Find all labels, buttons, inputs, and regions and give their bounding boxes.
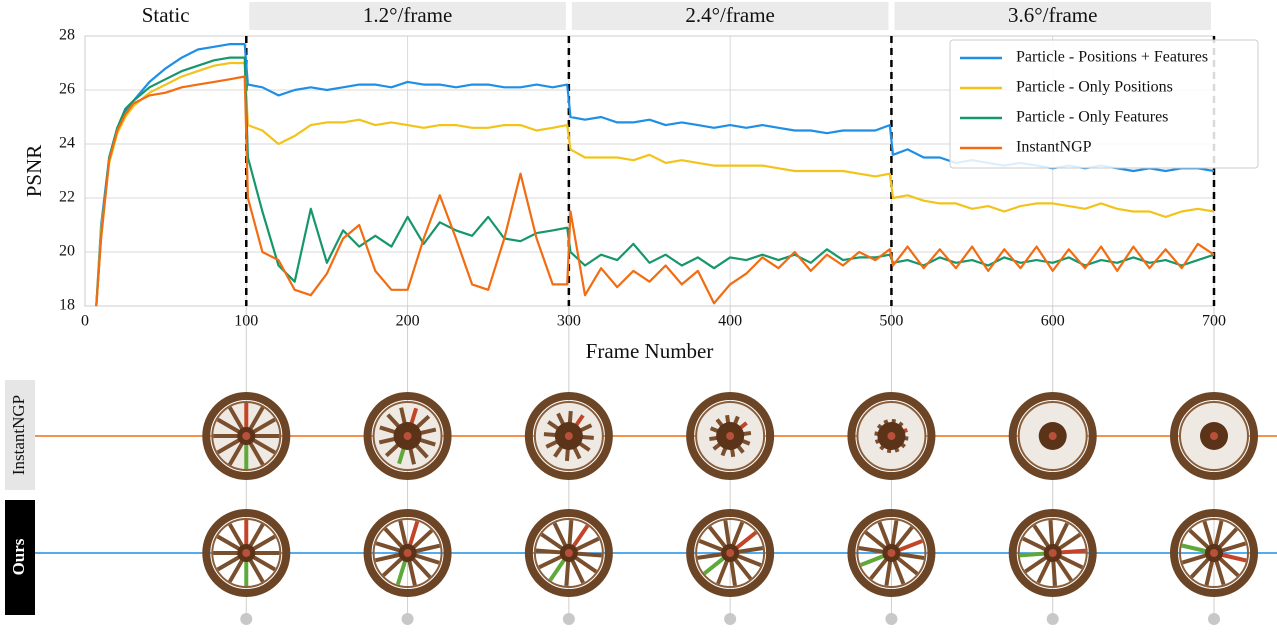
wheel-rim xyxy=(202,392,291,480)
x-tick-label: 100 xyxy=(234,313,258,330)
phase-band xyxy=(249,2,566,30)
wheel-rim xyxy=(1170,392,1258,480)
series-line xyxy=(95,75,1215,307)
wheel-hub-center xyxy=(1048,549,1057,557)
wheel-image xyxy=(1008,509,1097,597)
wheel-image xyxy=(1008,392,1097,480)
wheel-hub-center xyxy=(242,549,251,557)
wheel-image xyxy=(202,392,291,480)
wheel-rim xyxy=(1008,509,1097,597)
wheel-rim-inner xyxy=(372,518,443,588)
y-axis-label: PSNR xyxy=(22,145,46,198)
wheel-rim xyxy=(847,509,936,597)
wheel-rim-inner xyxy=(1179,518,1249,588)
x-tick-label: 300 xyxy=(557,313,581,330)
wheel-rim-inner xyxy=(533,518,604,588)
wheel-image xyxy=(363,392,452,480)
phase-label: 3.6°/frame xyxy=(1008,3,1097,27)
wheel-image xyxy=(202,509,291,597)
phase-label: 1.2°/frame xyxy=(363,3,452,27)
wheel-rim-inner xyxy=(856,518,927,588)
legend-label: InstantNGP xyxy=(1016,139,1092,156)
wheel-rim-inner xyxy=(695,518,766,588)
y-tick-label: 20 xyxy=(59,243,75,260)
wheel-image xyxy=(847,392,936,480)
guide-dot xyxy=(1208,613,1220,625)
wheel-hub-center xyxy=(887,432,896,440)
y-tick-label: 26 xyxy=(59,81,75,98)
wheel-rim xyxy=(363,392,452,480)
guide-dot xyxy=(240,613,253,625)
phase-band xyxy=(571,2,889,30)
wheel-hub-center xyxy=(1210,432,1218,440)
phase-band xyxy=(894,2,1211,30)
row-label: Ours xyxy=(9,538,28,575)
x-tick-label: 400 xyxy=(718,313,742,330)
wheel-hub-center xyxy=(564,549,573,557)
legend-box xyxy=(949,39,1259,169)
wheel-hub-center xyxy=(887,549,896,557)
wheel-rim xyxy=(847,392,936,480)
wheel-image xyxy=(686,392,775,480)
wheel-image xyxy=(686,509,775,597)
row-label: InstantNGP xyxy=(9,395,28,475)
y-tick-label: 22 xyxy=(59,189,75,206)
wheel-hub-center xyxy=(726,432,735,440)
x-axis-label: Frame Number xyxy=(586,339,714,363)
legend-label: Particle - Only Positions xyxy=(1016,79,1173,96)
guide-dot xyxy=(724,613,737,625)
wheel-rim xyxy=(524,392,613,480)
legend-label: Particle - Positions + Features xyxy=(1016,49,1208,66)
wheel-image xyxy=(524,509,613,597)
x-tick-label: 600 xyxy=(1041,313,1065,330)
guide-dot xyxy=(562,613,575,625)
wheel-rim xyxy=(202,509,291,597)
wheel-hub-center xyxy=(564,432,573,440)
wheel-hub-center xyxy=(726,549,735,557)
wheel-image xyxy=(1170,509,1258,597)
wheel-image xyxy=(524,392,613,480)
x-tick-label: 700 xyxy=(1202,313,1226,330)
wheel-rim xyxy=(1170,509,1258,597)
wheel-rim xyxy=(363,509,452,597)
wheel-rim-inner xyxy=(1017,518,1088,588)
wheel-rim-inner xyxy=(211,518,282,588)
y-tick-label: 24 xyxy=(59,135,75,152)
wheel-rim xyxy=(686,509,775,597)
guide-dot xyxy=(885,613,898,625)
row-label-box xyxy=(5,500,35,615)
x-tick-label: 500 xyxy=(879,313,903,330)
x-tick-label: 0 xyxy=(81,313,89,330)
wheel-hub-center xyxy=(1210,549,1218,557)
wheel-image xyxy=(363,509,452,597)
legend-label: Particle - Only Features xyxy=(1016,109,1168,126)
wheel-rim xyxy=(524,509,613,597)
y-tick-label: 28 xyxy=(59,27,75,44)
phase-label: Static xyxy=(142,3,190,27)
wheel-rim xyxy=(1008,392,1097,480)
row-label-box xyxy=(5,380,35,490)
guide-dot xyxy=(1046,613,1059,625)
y-tick-label: 18 xyxy=(59,297,75,314)
guide-dot xyxy=(401,613,414,625)
wheel-hub-center xyxy=(403,549,412,557)
wheel-rim xyxy=(686,392,775,480)
wheel-image xyxy=(847,509,936,597)
phase-label: 2.4°/frame xyxy=(685,3,774,27)
wheel-hub-center xyxy=(403,432,412,440)
wheel-hub-center xyxy=(242,432,251,440)
wheel-hub-center xyxy=(1048,432,1057,440)
x-tick-label: 200 xyxy=(396,313,420,330)
wheel-image xyxy=(1170,392,1258,480)
